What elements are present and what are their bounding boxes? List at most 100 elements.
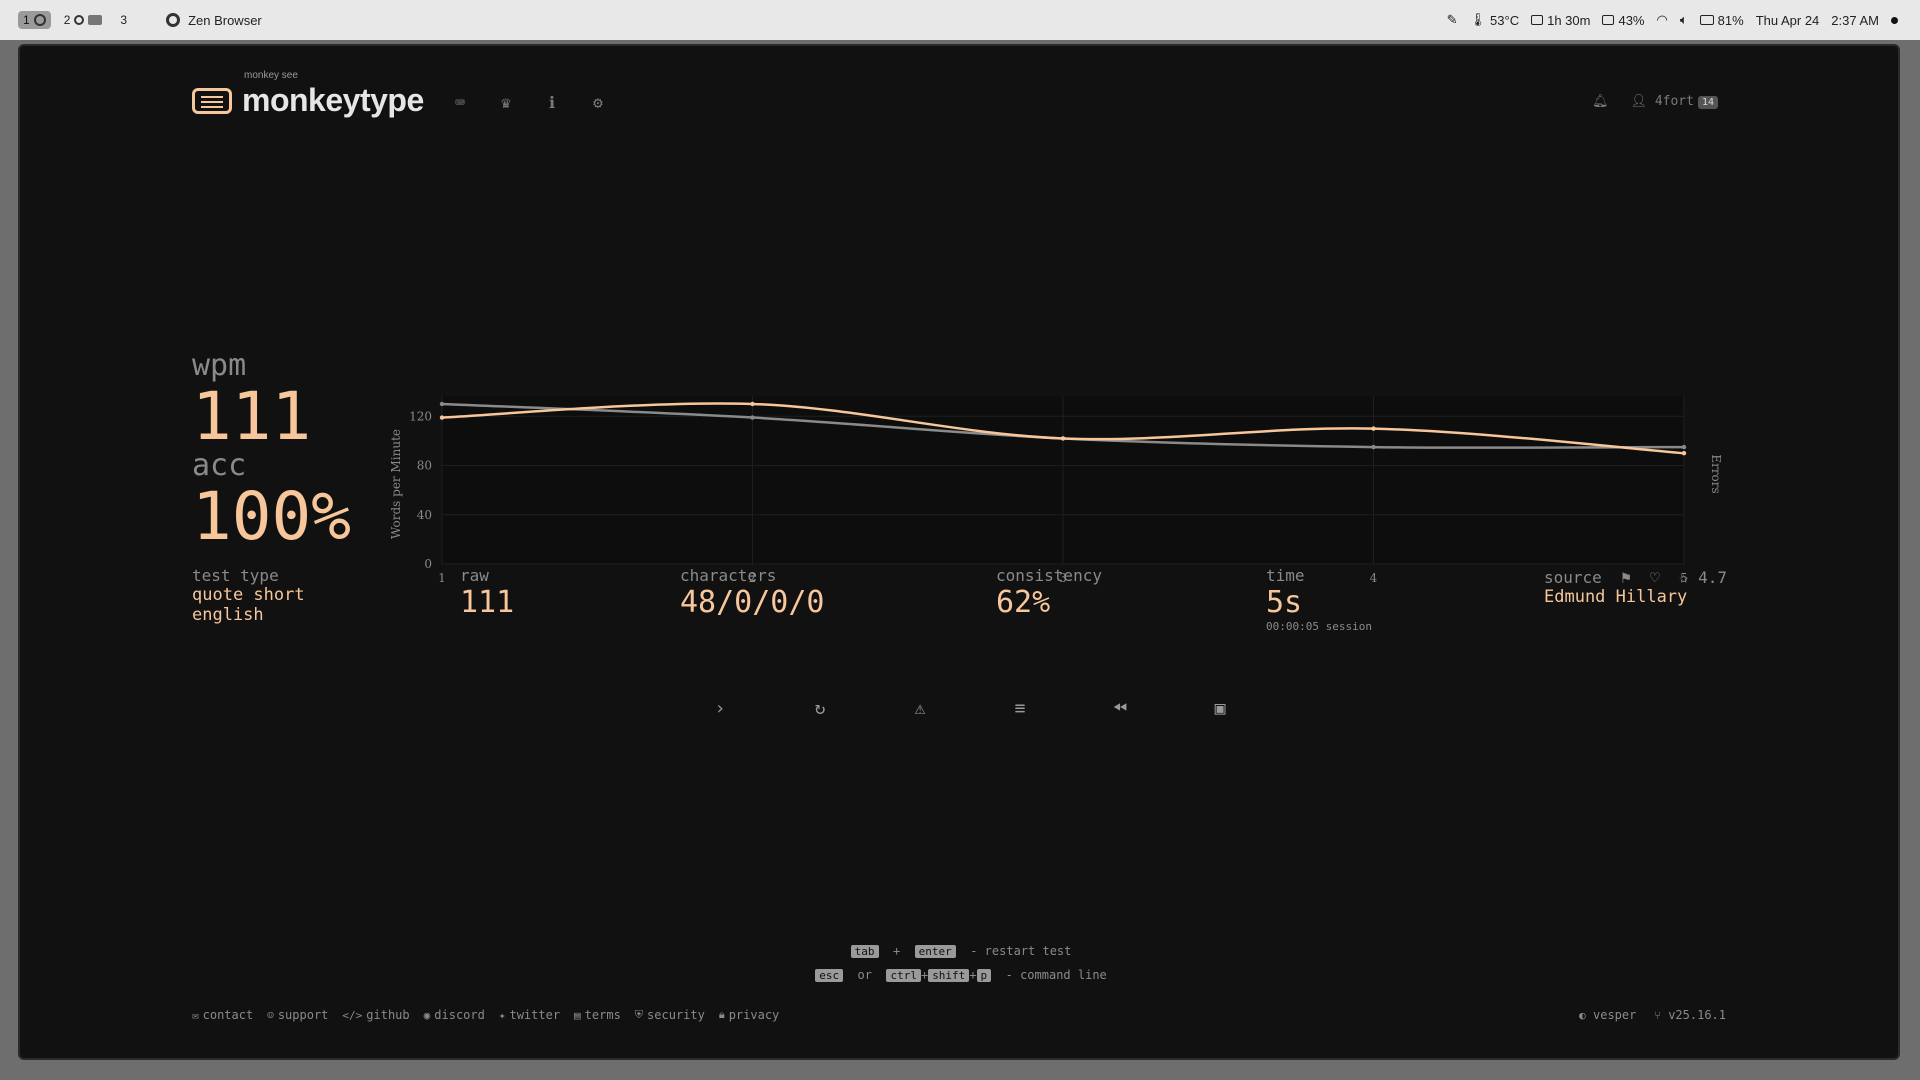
gear-icon[interactable]: ⚙ (593, 92, 603, 112)
uptime-value: 1h 30m (1547, 12, 1591, 28)
data-point-wpm (1681, 451, 1687, 456)
wifi-icon[interactable]: ◠ (1656, 12, 1668, 27)
zen-browser-icon (166, 13, 181, 27)
theme-button[interactable]: ◐ vesper (1579, 1008, 1636, 1022)
data-point-raw (439, 401, 445, 407)
clock: 2:37 AM (1831, 12, 1879, 28)
words-history-icon[interactable]: ≡ (1014, 697, 1026, 719)
username: 4fort (1654, 94, 1694, 109)
wpm-chart[interactable]: 1 2 3 4 5 0 40 80 120 Words per Minute Errors (360, 346, 1760, 586)
folder-icon (88, 15, 103, 25)
workspace-2[interactable]: 2 (59, 11, 108, 29)
keyboard-icon[interactable]: ⌨ (455, 92, 465, 112)
footer-contact[interactable]: ✉ contact (192, 1008, 253, 1022)
logo-tagline: monkey see (244, 70, 298, 81)
workspace-3[interactable]: 3 (115, 11, 132, 29)
notification-dot-icon[interactable] (1891, 16, 1898, 24)
keyboard-logo-icon (192, 87, 232, 114)
bell-icon[interactable]: 🔔︎ (1591, 94, 1609, 109)
time-label: time (1266, 566, 1305, 585)
version-button[interactable]: ⑂ v25.16.1 (1654, 1008, 1726, 1022)
warning-icon[interactable]: ⚠ (914, 697, 926, 719)
footer-support[interactable]: ☺ support (267, 1008, 328, 1022)
palette-icon: ◐ (1579, 1009, 1586, 1022)
quote-source: Edmund Hillary (1544, 587, 1688, 607)
or-text: or (857, 968, 872, 982)
flag-icon[interactable]: ⚑ (1621, 568, 1631, 587)
consistency-label: consistency (996, 566, 1102, 585)
x-tick-label: 3 (1059, 571, 1067, 585)
consistency-stat: consistency 62% (996, 566, 1102, 620)
y-axis-label: Words per Minute (389, 429, 403, 539)
cpu-value: 43% (1618, 12, 1645, 28)
acc-label: acc (192, 448, 247, 483)
esc-key: esc (815, 969, 844, 982)
theme-name: vesper (1593, 1008, 1637, 1022)
y-tick-label: 40 (417, 508, 432, 522)
characters-value: 48/0/0/0 (680, 585, 825, 620)
code-icon: </> (342, 1008, 363, 1022)
characters-label: characters (680, 566, 777, 585)
branch-icon: ⑂ (1654, 1009, 1661, 1022)
crown-icon[interactable]: ♛ (501, 92, 511, 112)
data-point-raw (1371, 444, 1376, 450)
x-tick-label: 2 (749, 571, 757, 585)
logo[interactable]: monkey see monkeytype (192, 70, 424, 119)
footer-discord[interactable]: ◉ discord (424, 1008, 485, 1022)
wpm-value: 111 (192, 378, 312, 455)
consistency-value: 62% (996, 585, 1051, 620)
main-nav: ⌨ ♛ ℹ ⚙ (450, 92, 608, 112)
user-icon: 👤︎ (1630, 94, 1647, 109)
x-tick-label: 5 (1680, 571, 1688, 585)
workspace-label: 2 (63, 13, 71, 27)
window-title-text: Zen Browser (188, 12, 262, 28)
y-tick-label: 0 (424, 557, 432, 571)
account-button[interactable]: 👤︎ 4fort 14 (1630, 94, 1718, 109)
replay-icon[interactable]: ⏪︎ (1112, 697, 1128, 719)
footer-terms[interactable]: ▤ terms (574, 1008, 621, 1022)
footer-privacy[interactable]: 🔒︎ privacy (719, 1008, 779, 1022)
active-window-title: Zen Browser (166, 13, 262, 28)
workspace-label: 1 (23, 13, 30, 27)
screenshot-icon[interactable]: ▣ (1214, 697, 1226, 719)
restart-icon[interactable]: ↻ (814, 697, 826, 719)
footer-link-label: github (366, 1008, 410, 1022)
footer-github[interactable]: </> github (342, 1008, 409, 1022)
volume-icon[interactable]: 🔈︎ (1679, 12, 1688, 27)
next-test-icon[interactable]: › (714, 697, 726, 719)
monitor-icon (1531, 15, 1544, 25)
enter-key: enter (914, 945, 956, 958)
footer-twitter[interactable]: ✦ twitter (499, 1008, 560, 1022)
time-value: 5s (1266, 585, 1303, 620)
discord-icon: ◉ (423, 1008, 431, 1022)
battery-icon (1699, 15, 1714, 25)
workspace-1[interactable]: 1 (18, 11, 51, 29)
desktop-topbar: 1 2 3 Zen Browser ✎ 🌡︎ 53°C 1h 30m 43% ◠ … (0, 0, 1920, 40)
cpu-icon (1602, 15, 1615, 25)
level-badge: 14 (1697, 96, 1718, 109)
footer-link-label: terms (584, 1008, 621, 1022)
footer-link-label: support (277, 1008, 329, 1022)
time-stat: time 5s 00:00:05 session (1266, 566, 1372, 633)
quote-rating: 4.7 (1698, 568, 1728, 587)
battery: 81% (1699, 13, 1744, 28)
shift-key: shift (928, 969, 970, 982)
footer-security[interactable]: ⛨ security (635, 1008, 705, 1022)
acc-value: 100% (192, 478, 351, 555)
chat-icon (74, 15, 85, 25)
info-icon[interactable]: ℹ (548, 92, 556, 112)
heart-icon[interactable]: ♡ (1649, 568, 1660, 587)
logo-text: monkey see monkeytype (242, 70, 424, 119)
temperature: 🌡︎ 53°C (1470, 12, 1520, 28)
footer-link-label: contact (202, 1008, 254, 1022)
session-time: 00:00:05 session (1266, 620, 1372, 633)
color-picker-icon[interactable]: ✎ (1446, 12, 1458, 27)
data-point-raw (1681, 444, 1687, 450)
date: Thu Apr 24 (1755, 12, 1820, 28)
footer-links: ✉ contact ☺ support </> github ◉ discord ✦ tw… (192, 1008, 779, 1022)
wpm-label: wpm (192, 348, 247, 383)
version-text: v25.16.1 (1668, 1008, 1726, 1022)
star-icon[interactable]: ☆ (1678, 568, 1689, 587)
data-point-wpm (1371, 426, 1376, 431)
document-icon: ▤ (574, 1008, 581, 1022)
